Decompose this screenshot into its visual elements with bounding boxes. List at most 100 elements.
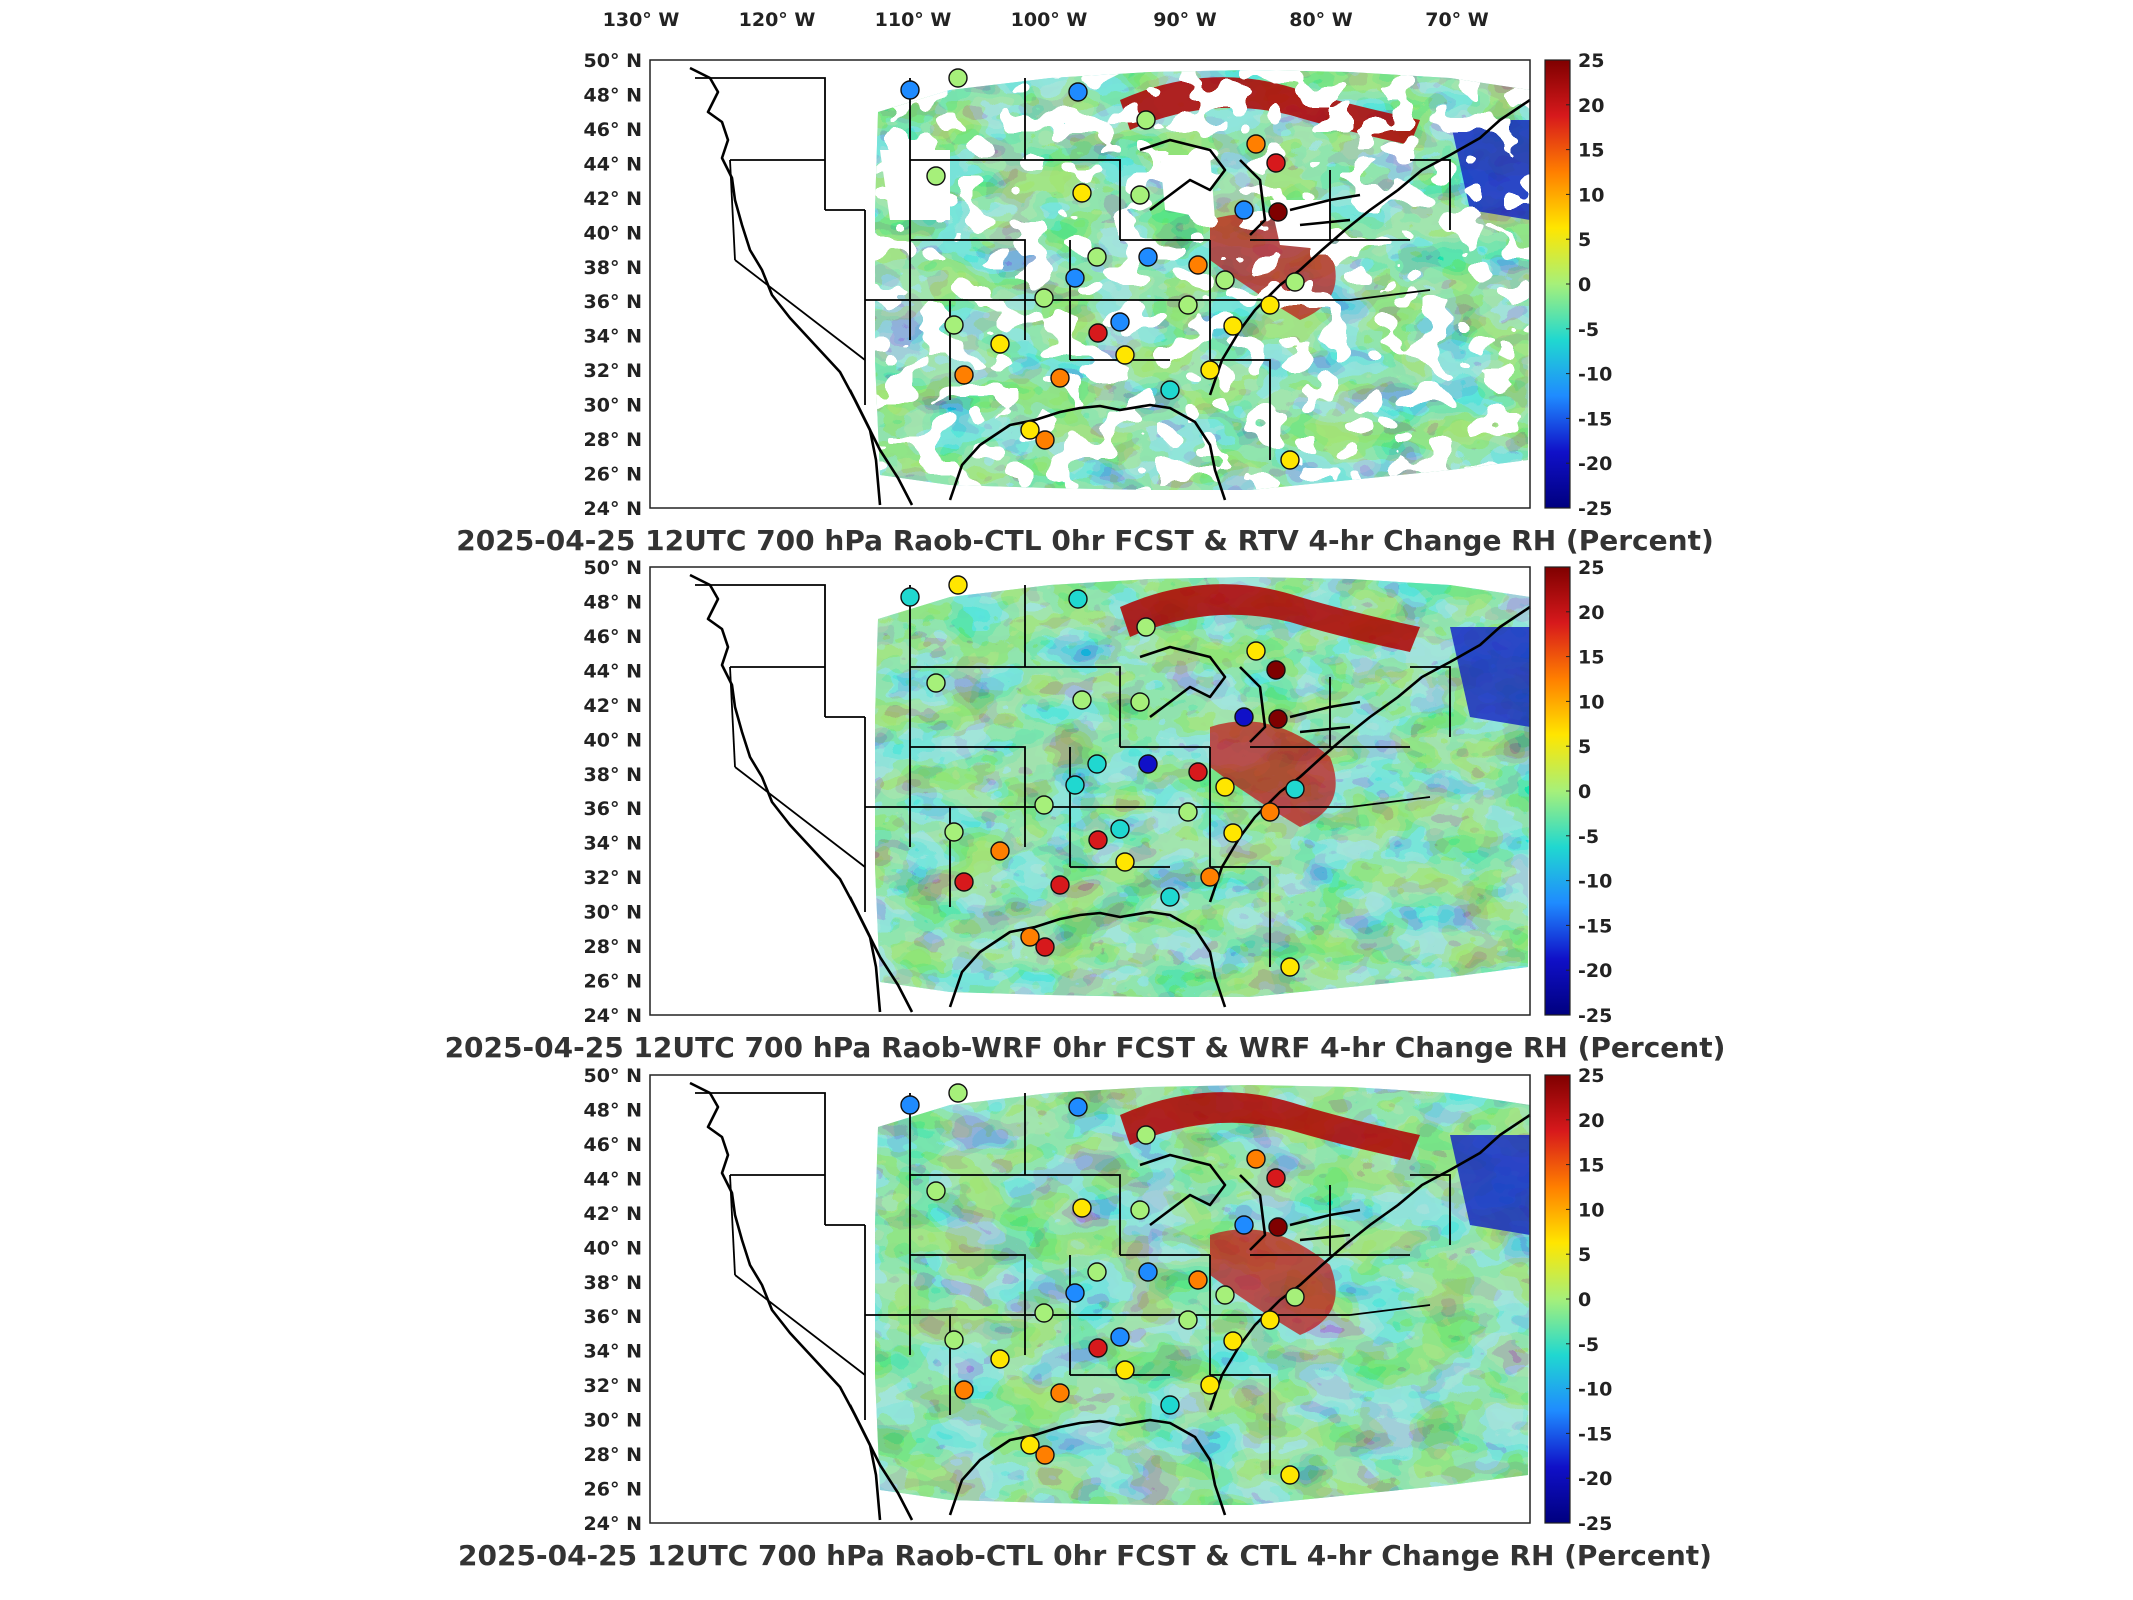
raob-station-marker	[1260, 1310, 1280, 1330]
latitude-tick-label: 46° N	[584, 1134, 642, 1156]
colorbar-tick-label: 10	[1578, 1199, 1604, 1221]
state-border	[1025, 159, 1121, 240]
colorbar-tick-label: 20	[1578, 1110, 1604, 1132]
raob-station-marker	[948, 68, 968, 88]
raob-station-marker	[900, 80, 920, 100]
raob-station-marker	[990, 1349, 1010, 1369]
raob-station-marker	[1020, 927, 1040, 947]
latitude-tick-label: 50° N	[584, 50, 642, 72]
state-border	[1329, 170, 1410, 241]
raob-station-marker	[1280, 957, 1300, 977]
raob-station-marker	[1280, 450, 1300, 470]
colorbar-tick-label: 25	[1578, 50, 1604, 72]
colorbar-tick-label: 20	[1578, 95, 1604, 117]
latitude-tick-label: 42° N	[584, 188, 642, 210]
latitude-tick-label: 32° N	[584, 360, 642, 382]
great-lakes-outline	[1139, 1153, 1361, 1251]
latitude-tick-label: 50° N	[584, 1065, 642, 1087]
raob-station-marker	[1035, 937, 1055, 957]
state-border	[729, 159, 736, 261]
raob-station-marker	[1268, 202, 1288, 222]
latitude-tick-label: 30° N	[584, 902, 642, 924]
baja-coastline	[848, 1404, 914, 1521]
latitude-tick-label: 24° N	[584, 1513, 642, 1535]
latitude-tick-label: 48° N	[584, 591, 642, 613]
colorbar-tick-label: 10	[1578, 184, 1604, 206]
latitude-tick-label: 36° N	[584, 1306, 642, 1328]
raob-station-marker	[1223, 1331, 1243, 1351]
latitude-tick-label: 40° N	[584, 1237, 642, 1259]
latitude-tick-label: 40° N	[584, 222, 642, 244]
colorbar-tick-label: -15	[1578, 1423, 1612, 1445]
raob-station-marker	[1246, 641, 1266, 661]
longitude-tick-label: 70° W	[1425, 9, 1489, 31]
raob-station-marker	[1130, 185, 1150, 205]
raob-station-marker	[954, 1380, 974, 1400]
raob-station-marker	[1234, 200, 1254, 220]
raob-station-marker	[944, 822, 964, 842]
longitude-tick-label: 110° W	[875, 9, 952, 31]
moist-band	[1120, 1092, 1420, 1160]
map-panel	[649, 566, 1531, 1016]
colorbar-tick-label: -20	[1578, 453, 1612, 475]
raob-station-marker	[944, 1330, 964, 1350]
raob-station-marker	[1178, 802, 1198, 822]
raob-station-marker	[1234, 707, 1254, 727]
raob-station-marker	[1130, 692, 1150, 712]
raob-station-marker	[990, 841, 1010, 861]
latitude-tick-label: 28° N	[584, 936, 642, 958]
raob-station-marker	[1034, 288, 1054, 308]
colorbar-tick-label: -15	[1578, 408, 1612, 430]
raob-station-marker	[1050, 1383, 1070, 1403]
gulf-coastline	[948, 1418, 1227, 1516]
raob-station-marker	[1200, 867, 1220, 887]
colorbar	[1544, 1074, 1571, 1524]
colorbar-tick-label: -20	[1578, 960, 1612, 982]
latitude-tick-label: 46° N	[584, 119, 642, 141]
state-border	[1349, 289, 1431, 301]
raob-station-marker	[1138, 1262, 1158, 1282]
colorbar-tick-label: 20	[1578, 602, 1604, 624]
colorbar-tick-label: -5	[1578, 1334, 1599, 1356]
raob-station-marker	[1136, 110, 1156, 130]
map-frame	[649, 566, 1531, 1016]
latitude-tick-label: 24° N	[584, 1005, 642, 1027]
colorbar-tick-label: 0	[1578, 274, 1591, 296]
raob-station-marker	[1136, 617, 1156, 637]
latitude-tick-label: 48° N	[584, 84, 642, 106]
state-border	[1410, 159, 1451, 230]
raob-station-marker	[948, 1083, 968, 1103]
raob-station-marker	[1068, 82, 1088, 102]
latitude-tick-label: 44° N	[584, 1168, 642, 1190]
state-border	[1210, 1374, 1271, 1475]
raob-station-marker	[1068, 589, 1088, 609]
map-frame	[649, 59, 1531, 509]
raob-station-marker	[1188, 255, 1208, 275]
raob-station-marker	[1068, 1097, 1088, 1117]
latitude-tick-label: 36° N	[584, 798, 642, 820]
latitude-tick-label: 26° N	[584, 1479, 642, 1501]
east-coastline	[1208, 605, 1531, 903]
raob-station-marker	[1130, 1200, 1150, 1220]
baja-coastline	[848, 896, 914, 1013]
great-lakes-outline	[1139, 645, 1361, 743]
raob-station-marker	[926, 673, 946, 693]
state-border	[910, 239, 1026, 340]
raob-station-marker	[1160, 1395, 1180, 1415]
raob-station-marker	[1215, 777, 1235, 797]
latitude-tick-label: 32° N	[584, 1375, 642, 1397]
latitude-tick-label: 24° N	[584, 498, 642, 520]
raob-station-marker	[900, 1095, 920, 1115]
state-border	[729, 1174, 736, 1276]
gulf-coastline	[948, 910, 1227, 1008]
state-border	[695, 77, 826, 210]
raob-station-marker	[1050, 875, 1070, 895]
raob-station-marker	[1234, 1215, 1254, 1235]
colorbar-tick-label: -25	[1578, 498, 1612, 520]
raob-station-marker	[926, 1181, 946, 1201]
latitude-tick-label: 44° N	[584, 660, 642, 682]
raob-station-marker	[1246, 134, 1266, 154]
raob-station-marker	[1115, 345, 1135, 365]
state-border	[1349, 796, 1431, 808]
